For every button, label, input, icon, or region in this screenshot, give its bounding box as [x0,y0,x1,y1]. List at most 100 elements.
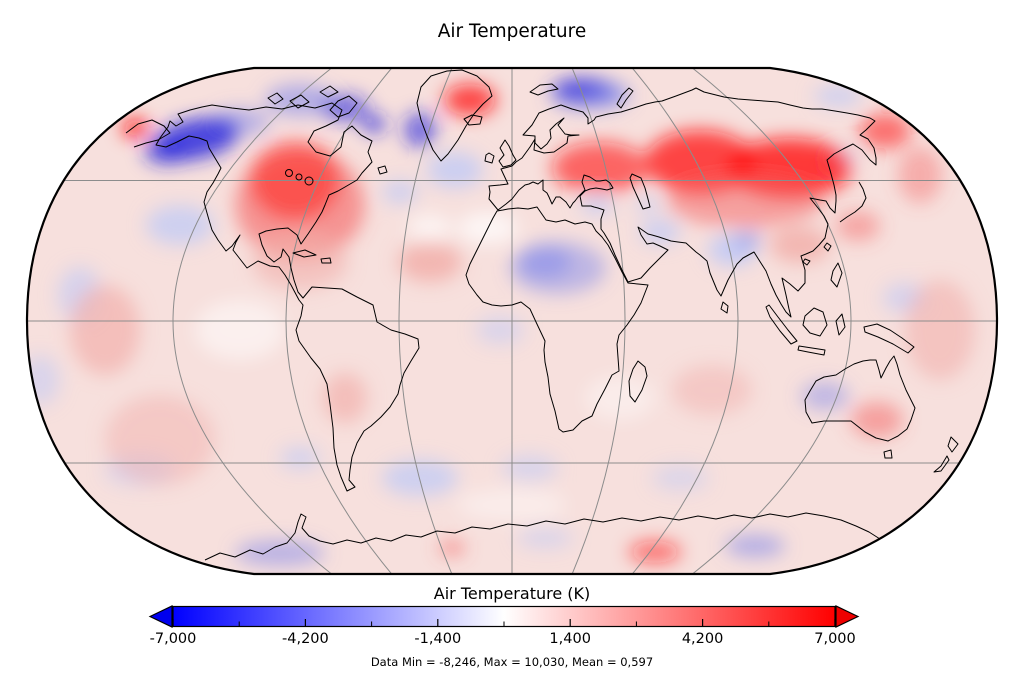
coastline-path [289,94,310,109]
coastline-path [629,173,651,210]
coastline-path [204,512,890,561]
meridian-line [285,68,393,574]
meridian-line [631,68,739,574]
coastline-path [529,83,559,96]
coastline-path [765,304,798,345]
anomaly-blob [672,365,752,415]
coastlines [125,69,959,561]
anomaly-blob [143,139,187,165]
anomaly-blob [323,373,367,423]
coastline-path [329,95,358,118]
anomaly-blob [801,382,849,410]
anomaly-blob [814,86,862,106]
anomaly-blob [362,115,386,133]
meridian-line [571,68,626,574]
anomaly-blob [252,234,348,290]
coastline-path [267,92,284,105]
anomaly-blob [235,540,325,566]
coastline-path [933,455,950,473]
coastline-path [804,355,916,442]
anomaly-blob [427,152,483,188]
coastline-path [319,85,339,98]
anomaly-blob [770,227,830,263]
anomaly-blob [502,455,558,481]
lake-outline [285,169,293,177]
coastline-path [863,323,915,354]
anomaly-blob [629,541,681,563]
graticule [27,68,997,574]
anomaly-blob [725,535,785,557]
anomaly-blob [105,395,215,485]
colorbar-label: Air Temperature (K) [433,584,591,603]
anomaly-blob [439,541,465,555]
meridian-line [172,68,332,574]
coastline-path [797,345,826,356]
meridian-line [398,68,453,574]
coastline-path [465,206,649,433]
anomaly-blob [27,355,60,405]
anomaly-blob [581,196,613,214]
overflow-arrow [835,604,860,629]
anomaly-blob [476,316,524,344]
anomaly-blob [382,180,418,204]
figure-title: Air Temperature [437,21,587,42]
colorbar-tick-label: 1,400 [549,631,591,647]
coastline-path [320,257,332,264]
anomaly-blob [905,280,975,380]
coastline-path [377,165,388,175]
coastline-path [292,249,317,258]
lake-outline [295,173,303,181]
colorbar-gradient-bar [172,605,836,628]
colorbar-tick-label: 7,000 [814,631,856,647]
anomaly-blob [640,220,680,244]
anomaly-blob [652,465,708,491]
colorbar-tick-label: -7,000 [149,631,197,647]
meridian-line [692,68,852,574]
anomaly-blob [70,285,140,375]
colorbar-tick-label: -1,400 [414,631,462,647]
coastline-path [883,449,893,459]
coastline-path [720,301,729,314]
coastline-path [484,152,495,164]
coastline-path [839,181,867,223]
lake-outline [304,176,314,186]
anomaly-blob [552,142,648,194]
anomaly-blob [667,176,823,228]
anomaly-blob [382,460,458,496]
anomaly-blob [408,214,452,242]
coastline-path [498,139,517,168]
coastline-path [802,307,828,337]
anomaly-blob [517,528,573,548]
coastline-path [416,69,493,162]
anomaly-blob [444,84,496,116]
anomaly-blob [734,231,762,249]
anomaly-blob [898,147,942,203]
coastline-path [830,262,843,288]
coastline-path [463,114,483,126]
anomaly-blob [519,246,571,278]
coastline-path [488,87,877,318]
anomaly-blob [398,242,462,282]
coastline-path [835,313,846,336]
colorbar-tick-label: 4,200 [681,631,724,647]
coastline-path [155,102,420,492]
anomaly-blob [836,211,880,241]
anomaly-blob [586,84,630,104]
anomaly-blob [859,113,911,149]
coastline-path [802,258,811,266]
anomaly-blob [265,84,335,116]
anomaly-blob [195,300,285,360]
colorbar-tick-label: -4,200 [282,631,329,647]
anomaly-blob [321,95,369,121]
anomaly-blob [851,402,903,438]
coastline-path [125,119,171,148]
anomaly-blob [146,205,214,245]
underflow-arrow [148,604,173,629]
projection-outline [25,66,999,576]
coastline-path [947,436,959,453]
coastline-path [823,242,832,252]
coastline-path [628,360,648,403]
colorbar [148,604,860,629]
